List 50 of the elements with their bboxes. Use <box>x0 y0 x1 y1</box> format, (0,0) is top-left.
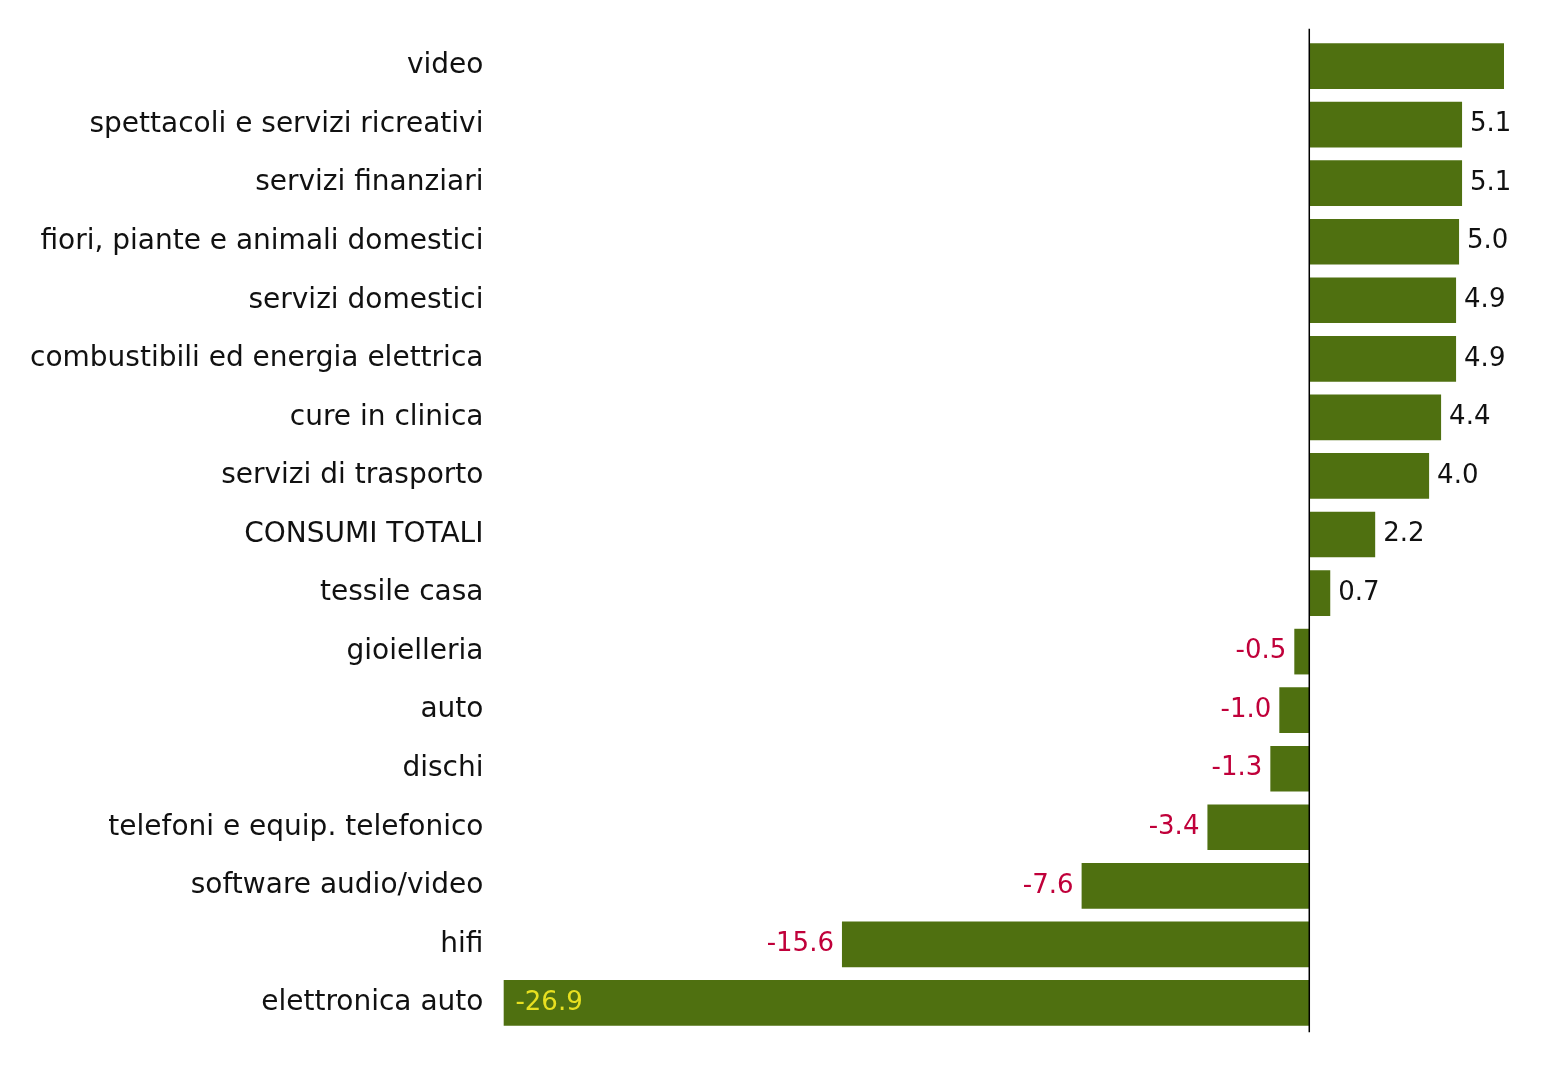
data-label: -3.4 <box>1148 810 1200 841</box>
data-label: -0.5 <box>1235 634 1287 665</box>
data-label: 0.7 <box>1338 575 1380 606</box>
bar <box>1207 804 1310 851</box>
bar <box>1279 687 1310 733</box>
y-tick-label: hifi <box>440 925 484 959</box>
bar <box>1309 160 1463 207</box>
bar <box>503 980 1310 1026</box>
data-label: -1.3 <box>1211 751 1263 782</box>
y-tick-label: telefoni e equip. telefonico <box>108 808 484 842</box>
y-tick-label: cure in clinica <box>289 398 484 432</box>
data-label: 5.0 <box>1467 224 1509 255</box>
bar <box>1309 453 1430 499</box>
data-label: 4.0 <box>1437 458 1479 489</box>
bar <box>1309 43 1504 89</box>
data-label: 4.9 <box>1464 341 1506 372</box>
y-tick-label: fiori, piante e animali domestici <box>40 223 484 257</box>
y-tick-label: gioielleria <box>346 632 484 666</box>
data-label: -26.9 <box>515 985 583 1016</box>
bar <box>1309 570 1331 616</box>
bar <box>1309 336 1457 382</box>
data-label: 4.9 <box>1464 283 1506 314</box>
data-label: 5.1 <box>1470 107 1512 138</box>
y-tick-label: servizi finanziari <box>255 164 484 198</box>
y-tick-label: CONSUMI TOTALI <box>244 515 484 549</box>
y-tick-label: elettronica auto <box>261 984 484 1018</box>
bar <box>1309 277 1457 324</box>
data-label: 5.1 <box>1470 165 1512 196</box>
y-tick-label: servizi di trasporto <box>221 457 484 491</box>
bar <box>1294 628 1310 675</box>
data-label: 2.2 <box>1383 517 1425 548</box>
y-tick-label: software audio/video <box>190 867 484 901</box>
y-tick-label: tessile casa <box>320 574 484 608</box>
data-label: -7.6 <box>1022 868 1074 899</box>
bar <box>1081 862 1310 909</box>
bar <box>1309 511 1376 558</box>
bar <box>1270 745 1310 792</box>
data-label: -1.0 <box>1220 692 1272 723</box>
bar <box>1309 101 1463 148</box>
y-tick-label: auto <box>420 691 484 725</box>
data-label: 4.4 <box>1449 400 1491 431</box>
y-tick-label: combustibili ed energia elettrica <box>29 340 484 374</box>
bar <box>1309 394 1442 441</box>
y-tick-label: servizi domestici <box>248 281 484 315</box>
y-tick-label: dischi <box>402 749 484 783</box>
bar <box>841 921 1310 968</box>
data-label: -15.6 <box>766 927 834 958</box>
y-tick-label: spettacoli e servizi ricreativi <box>89 105 484 139</box>
bar <box>1309 218 1460 265</box>
y-tick-label: video <box>406 47 484 81</box>
